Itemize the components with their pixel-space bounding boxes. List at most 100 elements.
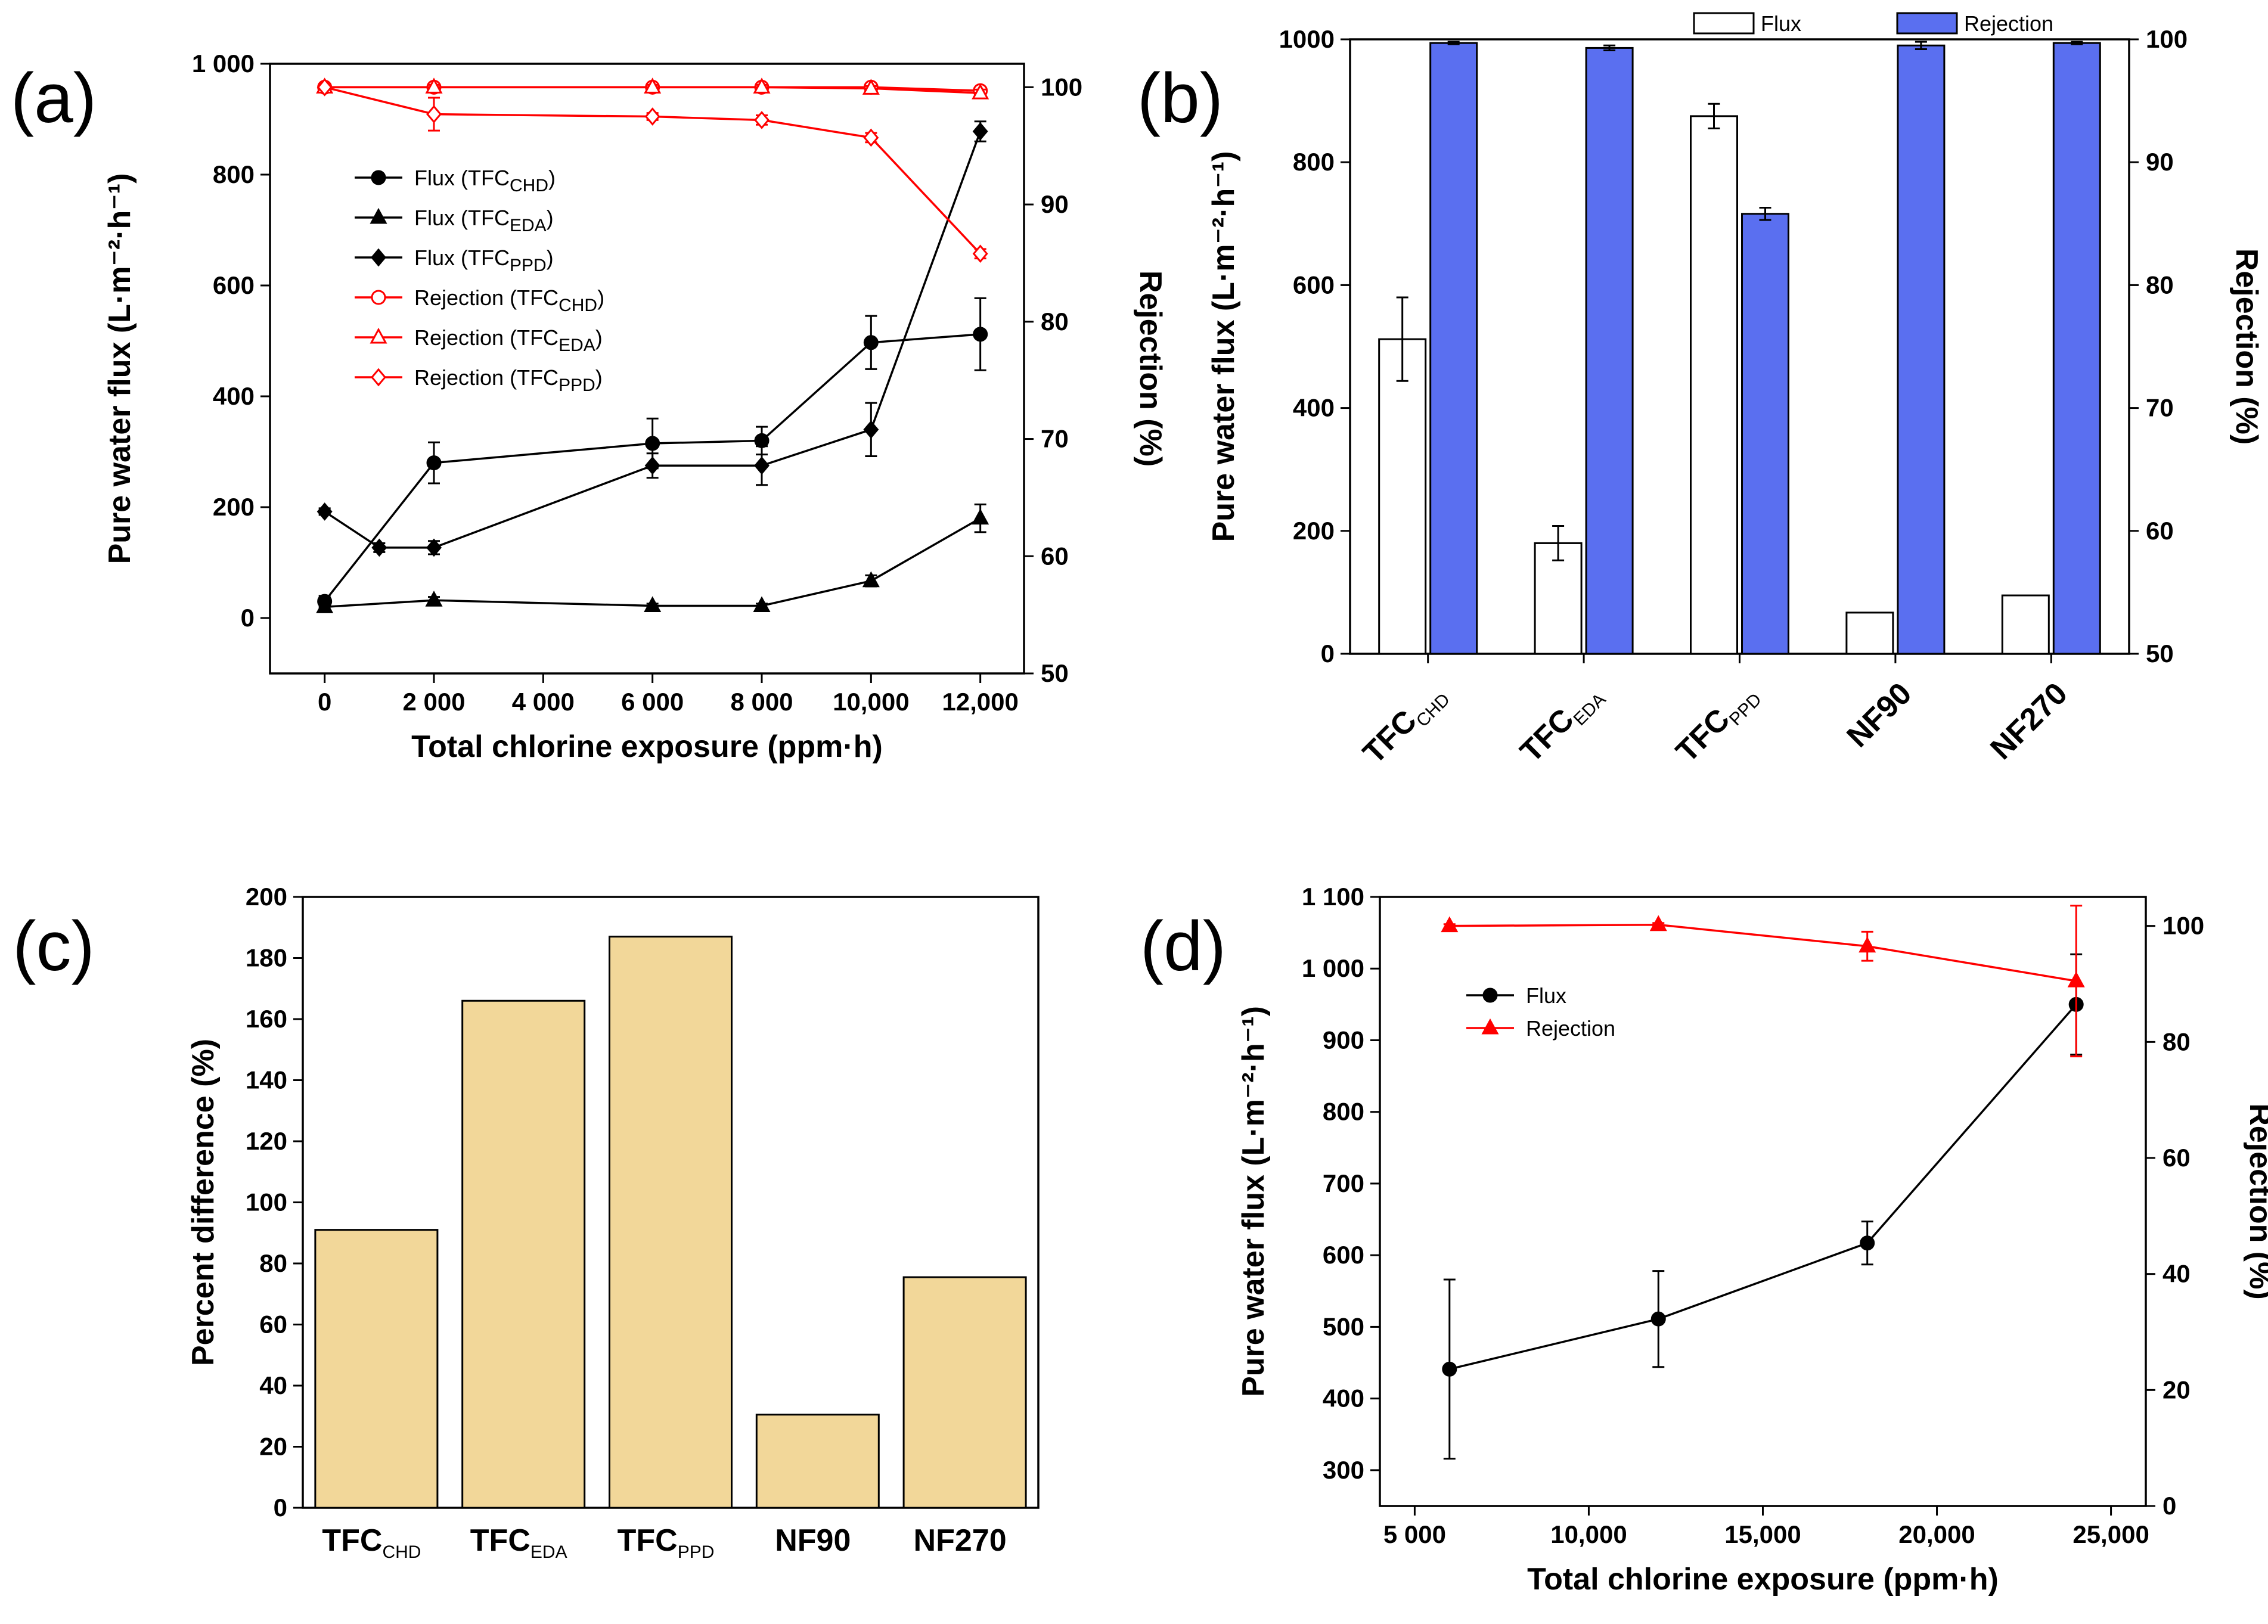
panel-0-series-1-point [425, 591, 443, 607]
panel-3-legend-marker [1481, 1018, 1499, 1035]
panel-0-y-axis-label: Pure water flux (L·m⁻²·h⁻¹) [103, 173, 137, 564]
panel-1-y2-axis-label: Rejection (%) [2229, 249, 2264, 445]
panel-0-series-1-point [644, 596, 662, 613]
panel-0-series-1-line [324, 517, 981, 608]
panel-1-rejection-bar [2052, 42, 2101, 655]
panel-3-y-tick-label: 700 [1323, 1169, 1364, 1197]
panel-3-x-axis-label: Total chlorine exposure (ppm·h) [1527, 1562, 1999, 1597]
panel-0-series-4-line [324, 86, 981, 94]
panel-label-c: (c) [13, 907, 95, 986]
panel-0-y2-axis-label: Rejection (%) [1133, 271, 1168, 467]
panel-0-series-0-line [324, 333, 981, 603]
panel-3-series-0-point [1860, 1235, 1875, 1251]
panel-0-legend-entry: Flux (TFCPPD) [414, 246, 554, 275]
panel-0-series-0-point [754, 433, 770, 448]
panel-0-y2-tick-label: 100 [1041, 73, 1082, 101]
panel-1-flux-bar [1378, 338, 1427, 655]
panel-2-y-tick-label: 20 [259, 1433, 287, 1461]
panel-1-y-tick-label: 1000 [1279, 25, 1335, 53]
panel-1-y-axis-label: Pure water flux (L·m⁻²·h⁻¹) [1206, 151, 1241, 542]
panel-3-series-0-line [1449, 1004, 2077, 1371]
panel-0-series-4-point [644, 77, 662, 94]
panel-2-category-label: NF90 [775, 1523, 851, 1558]
panel-0-series-5-point [426, 105, 442, 123]
panel-1-y-tick-label: 400 [1293, 394, 1335, 422]
panel-2-bar [461, 999, 586, 1509]
panel-3-y2-tick-label: 20 [2162, 1375, 2191, 1403]
panel-3-y2-tick-label: 40 [2162, 1260, 2191, 1288]
panel-3-series-1-line [1449, 923, 2077, 982]
panel-3-series-0-point [1650, 1311, 1666, 1327]
panel-2-y-axis-label: Percent difference (%) [186, 1039, 221, 1366]
panel-0-legend-entry: Rejection (TFCPPD) [414, 365, 603, 395]
panel-3-y-tick-label: 500 [1323, 1312, 1364, 1340]
panel-0-x-axis-label: Total chlorine exposure (ppm·h) [411, 729, 883, 764]
panel-1-flux-bar [2001, 594, 2050, 655]
panel-1-category-label: TFCCHD [1357, 676, 1454, 773]
panel-0-x-tick-label: 10,000 [833, 688, 909, 716]
panel-1-y2-tick-label: 80 [2146, 271, 2174, 299]
panel-1-category-label: NF270 [1984, 676, 2074, 766]
panel-0-series-2-point [426, 538, 442, 557]
panel-0-x-tick-label: 12,000 [942, 688, 1018, 716]
panel-0-series-1-point [862, 571, 880, 588]
panel-3-legend-entry: Flux [1526, 983, 1566, 1008]
panel-1-y-tick-label: 600 [1293, 271, 1335, 299]
panel-0-x-tick-label: 8 000 [730, 688, 793, 716]
panel-2-y-tick-label: 160 [246, 1005, 287, 1033]
panel-0-series-0-point [973, 327, 988, 342]
panel-2-category-label: TFCEDA [470, 1523, 567, 1562]
panel-0-y-tick-label: 0 [241, 604, 255, 632]
panel-0-series-2-point [972, 122, 988, 141]
panel-3-y-tick-label: 600 [1323, 1241, 1364, 1269]
panel-1-rejection-bar [1585, 46, 1634, 655]
panel-3-y-tick-label: 1 000 [1302, 954, 1364, 982]
panel-2-bar [755, 1414, 880, 1509]
panel-0-legend-marker [371, 170, 386, 185]
panel-2-y-tick-label: 0 [274, 1493, 287, 1521]
panel-0-y-tick-label: 600 [213, 271, 255, 299]
panel-3-x-tick-label: 15,000 [1724, 1520, 1801, 1548]
panel-3-y-tick-label: 300 [1323, 1456, 1364, 1484]
panel-0-series-0-point [426, 455, 442, 471]
panel-1-category-label: TFCEDA [1513, 676, 1609, 772]
panel-label-b: (b) [1137, 59, 1223, 138]
panel-0-series-4-point [862, 79, 880, 95]
panel-0-series-5-point [754, 111, 770, 129]
panel-1-category-label: TFCPPD [1670, 676, 1766, 772]
panel-2-y-tick-label: 120 [246, 1127, 287, 1155]
panel-0-x-tick-label: 6 000 [621, 688, 684, 716]
panel-0-y2-tick-label: 60 [1041, 542, 1069, 570]
panel-2-category-label: NF270 [914, 1523, 1007, 1558]
panel-1-flux-bar [1845, 611, 1894, 655]
panel-0-series-2-point [371, 538, 387, 557]
panel-0-x-tick-label: 4 000 [512, 688, 575, 716]
panel-2-y-tick-label: 40 [259, 1371, 287, 1399]
panel-2-y-tick-label: 180 [246, 944, 287, 972]
panel-0-y-tick-label: 200 [213, 493, 255, 521]
panel-3-series-0-point [1442, 1361, 1457, 1377]
panel-3-y-tick-label: 1 100 [1302, 883, 1364, 911]
panel-2-category-label: TFCCHD [322, 1523, 421, 1562]
panel-1-category-label: NF90 [1840, 676, 1918, 754]
panel-1-rejection-bar [1897, 44, 1946, 655]
panel-label-d: (d) [1140, 907, 1226, 986]
panel-0-legend-marker [370, 327, 387, 344]
panel-0-legend-entry: Rejection (TFCEDA) [414, 325, 603, 355]
panel-0-series-2-point [317, 502, 333, 521]
panel-3-y-tick-label: 800 [1323, 1098, 1364, 1126]
panel-0-x-tick-label: 2 000 [402, 688, 465, 716]
panel-1-legend-swatch [1896, 12, 1958, 35]
panel-0-series-1-point [972, 508, 989, 525]
panel-1-y2-tick-label: 90 [2146, 148, 2174, 176]
panel-0-series-2-point [644, 456, 660, 475]
panel-3-y-axis-label: Pure water flux (L·m⁻²·h⁻¹) [1236, 1006, 1271, 1397]
panel-0-series-4-point [753, 77, 771, 94]
panel-1-rejection-bar [1429, 42, 1478, 655]
panel-1-y2-tick-label: 50 [2146, 639, 2174, 667]
panel-0-frame [269, 63, 1025, 675]
panel-2-category-label: TFCPPD [618, 1523, 715, 1562]
panel-1-y2-tick-label: 100 [2146, 25, 2188, 53]
panel-3-frame [1379, 896, 2147, 1507]
